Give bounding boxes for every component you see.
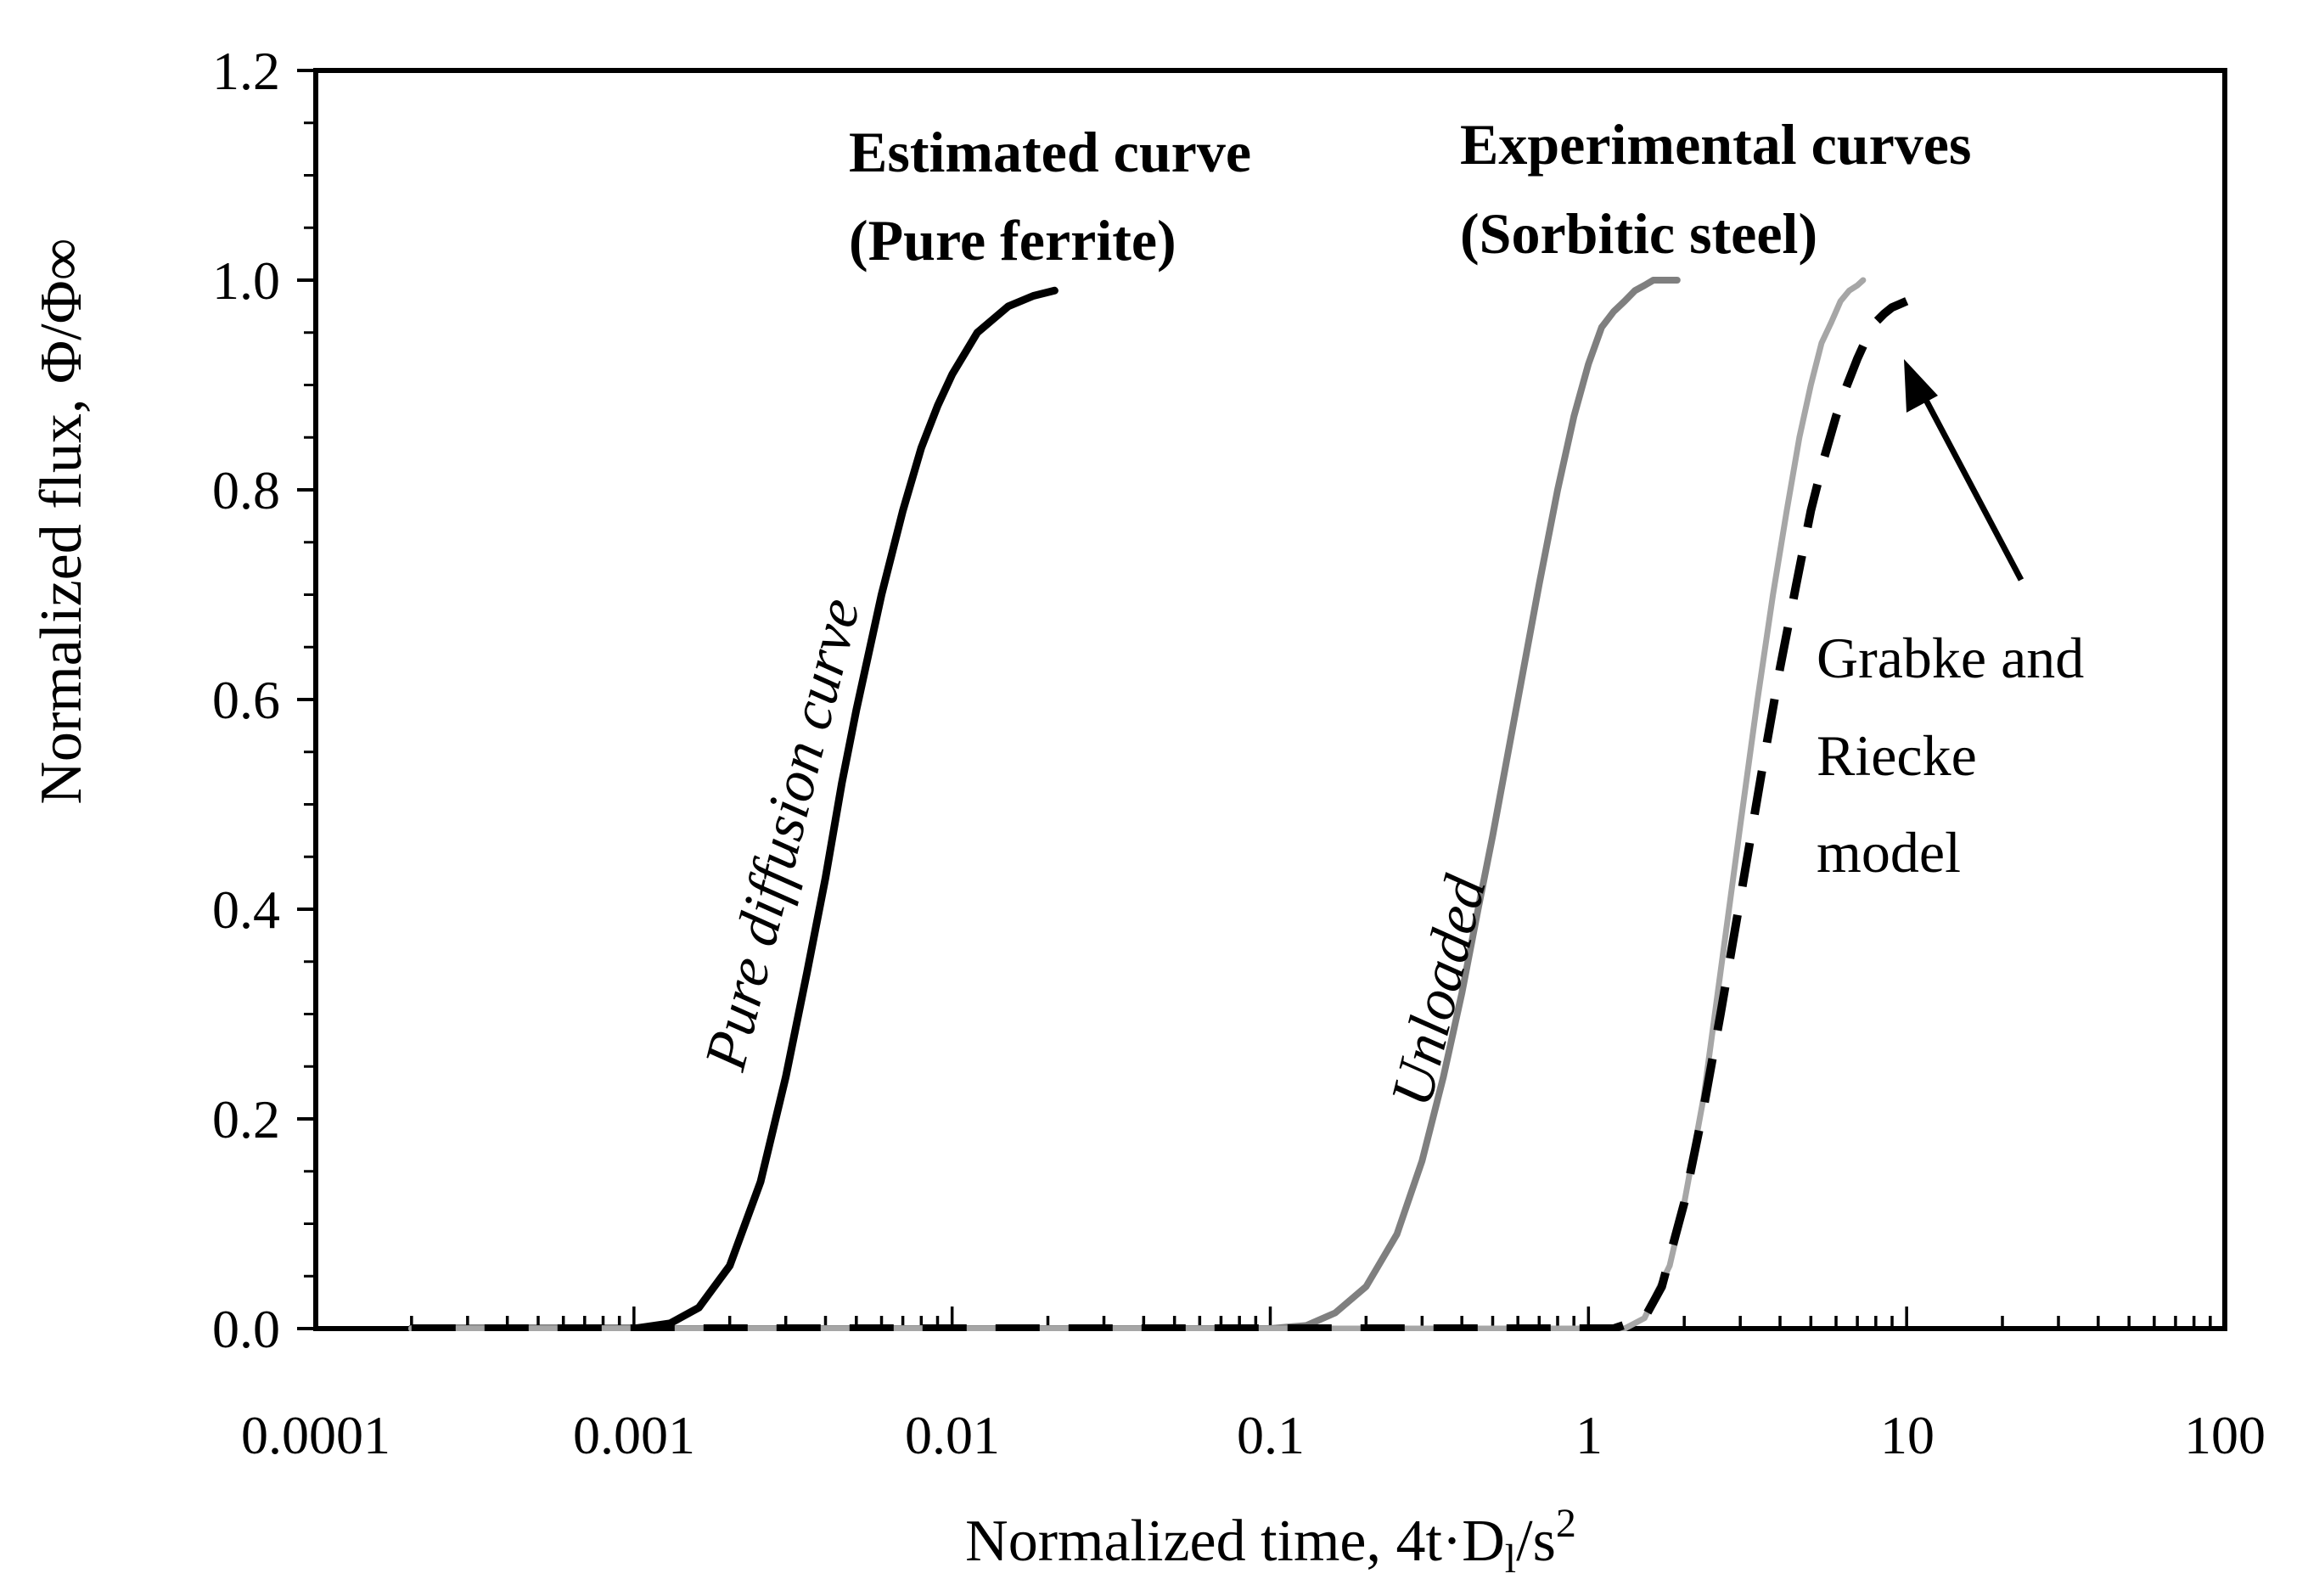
x-tick-labels: 0.0001 0.001 0.01 0.1 1 10 100	[241, 1405, 2266, 1465]
sorbitic-experimental-series-line	[408, 277, 1867, 1331]
x-tick-label: 0.001	[573, 1405, 695, 1465]
y-axis-title: Normalized flux, Φ/Φ∞	[29, 238, 94, 804]
annotation-experimental-title: Experimental curves	[1460, 112, 1971, 177]
unloaded-series-line	[407, 277, 1681, 1331]
x-tick-label: 100	[2184, 1405, 2266, 1465]
y-minor-ticks	[304, 121, 316, 1278]
x-axis-title-main: Normalized time, 4t·D	[965, 1509, 1505, 1574]
annotation-pure-diffusion-curve: Pure diffusion curve	[693, 592, 873, 1077]
x-tick-label: 1	[1575, 1405, 1603, 1465]
x-tick-label: 0.1	[1237, 1405, 1305, 1465]
x-axis-title-subscript: l	[1505, 1537, 1516, 1582]
y-tick-label: 0.4	[212, 879, 280, 940]
x-tick-label: 10	[1880, 1405, 1935, 1465]
y-tick-label: 0.0	[212, 1299, 280, 1359]
plot-area	[407, 277, 1909, 1331]
annotation-model-line3: model	[1817, 820, 1961, 885]
annotation-model-line1: Grabke and	[1817, 626, 2084, 690]
model-arrow-shaft	[1917, 387, 2024, 582]
x-tick-label: 0.01	[905, 1405, 1000, 1465]
annotation-model-line2: Riecke	[1817, 723, 1977, 788]
model-arrow-head	[1904, 359, 1938, 413]
x-axis-title-tail: /s	[1516, 1509, 1556, 1574]
annotation-experimental-subtitle: (Sorbitic steel)	[1460, 201, 1817, 266]
x-tick-label: 0.0001	[241, 1405, 390, 1465]
y-major-ticks	[297, 69, 316, 1330]
annotation-estimated-title: Estimated curve	[849, 120, 1251, 184]
pure-diffusion-series-line	[407, 286, 1059, 1331]
plot-frame	[313, 68, 2227, 1331]
y-tick-label: 0.6	[212, 670, 280, 730]
x-axis-title: Normalized time, 4t·Dl/s2	[965, 1501, 1576, 1582]
annotation-unloaded: Unloaded	[1379, 868, 1499, 1112]
y-tick-label: 1.2	[212, 41, 280, 101]
y-tick-label: 0.8	[212, 460, 280, 520]
grabke-riecke-model-series-line	[411, 297, 1909, 1331]
y-tick-label: 0.2	[212, 1089, 280, 1149]
annotation-estimated-subtitle: (Pure ferrite)	[849, 208, 1176, 273]
y-tick-label: 1.0	[212, 250, 280, 311]
x-axis-title-superscript: 2	[1556, 1501, 1576, 1546]
y-tick-labels: 0.0 0.2 0.4 0.6 0.8 1.0 1.2	[212, 41, 280, 1359]
